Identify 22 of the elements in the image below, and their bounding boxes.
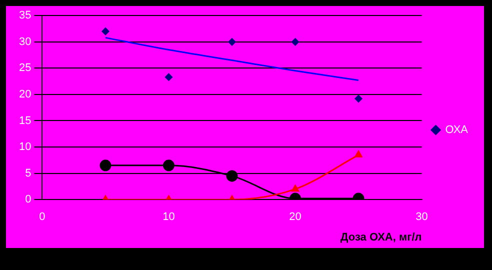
point xyxy=(354,94,362,102)
y-tick-label: 10 xyxy=(18,141,32,154)
point xyxy=(228,38,236,46)
point xyxy=(102,28,110,36)
y-tick-label: 30 xyxy=(18,36,32,48)
legend-label: ОХА xyxy=(445,124,469,136)
point xyxy=(291,184,300,192)
x-tick-label: 20 xyxy=(289,211,302,224)
x-tick-label: 10 xyxy=(162,211,175,224)
y-tick-label: 5 xyxy=(25,167,32,180)
point xyxy=(292,38,300,46)
y-tick-label: 20 xyxy=(18,88,32,100)
point xyxy=(164,73,172,81)
x-tick-label: 0 xyxy=(39,211,46,224)
point xyxy=(354,150,362,158)
y-tick-label: 15 xyxy=(18,114,32,127)
y-tick-label: 0 xyxy=(25,194,32,206)
x-tick-label: 30 xyxy=(416,211,428,224)
y-tick-label: 35 xyxy=(18,10,32,22)
x-axis-title: Доза ОХА, мг/л xyxy=(340,231,422,244)
line-series xyxy=(104,36,360,82)
y-tick-label: 25 xyxy=(18,62,32,74)
